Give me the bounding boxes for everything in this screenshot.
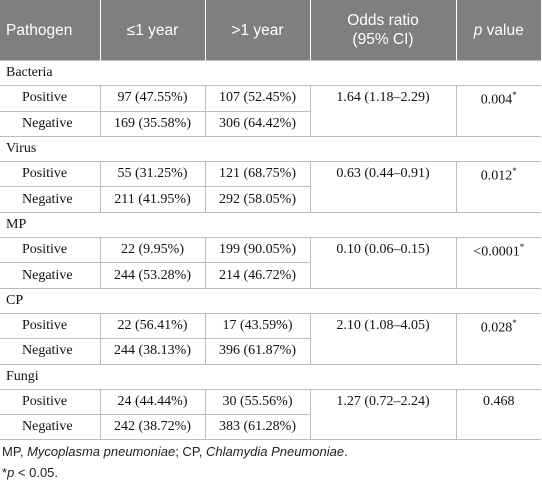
- row-label: Positive: [0, 85, 101, 112]
- odds-ratio: 0.10 (0.06–0.15): [309, 237, 457, 289]
- group-name: CP: [0, 287, 541, 314]
- cell: 211 (41.95%): [99, 186, 206, 213]
- odds-ratio: 1.64 (1.18–2.29): [309, 85, 457, 137]
- p-value-cell: 0.012*: [455, 161, 541, 213]
- p-value: 0.012: [480, 168, 513, 184]
- row-label: Positive: [0, 388, 101, 416]
- cell: 396 (61.87%): [204, 338, 311, 365]
- cell: 55 (31.25%): [99, 161, 206, 188]
- odds-ratio: 1.27 (0.72–2.24): [309, 388, 457, 441]
- row-label: Negative: [0, 110, 101, 137]
- p-value-cell: <0.0001*: [455, 237, 541, 289]
- group-row: MP: [0, 211, 541, 239]
- data-row: Positive 97 (47.55%) 107 (52.45%) 1.64 (1.1…: [0, 85, 541, 137]
- row-label: Positive: [0, 237, 101, 264]
- cell: 244 (53.28%): [99, 262, 206, 289]
- table-header: Pathogen ≤1 year >1 year Odds ratio (95% …: [0, 0, 541, 61]
- footnote: MP, Mycoplasma pneumoniae; CP, Chlamydia…: [2, 444, 348, 459]
- group-name: Virus: [0, 135, 541, 163]
- p-value-cell: 0.004*: [455, 85, 541, 137]
- footnote-italic: Chlamydia Pneumoniae: [206, 444, 345, 459]
- odds-ratio: 2.10 (1.08–4.05): [309, 312, 457, 365]
- row-label: Positive: [0, 312, 101, 340]
- cell: 22 (56.41%): [99, 312, 206, 340]
- data-row: Positive 22 (9.95%) 199 (90.05%) 0.10 (0.06…: [0, 237, 541, 289]
- p-value: <0.0001: [473, 244, 520, 260]
- footnote-italic: p: [7, 465, 15, 480]
- group-row: Virus: [0, 135, 541, 163]
- p-mark: *: [512, 166, 517, 177]
- footnote-text: MP,: [2, 444, 28, 459]
- header-cell: p value: [455, 0, 541, 61]
- cell: 292 (58.05%): [204, 186, 311, 213]
- group-name: MP: [0, 211, 541, 239]
- header-cell: Pathogen: [0, 0, 100, 61]
- p-mark: *: [519, 242, 525, 253]
- p-mark: *: [512, 90, 517, 101]
- footnote-text: .: [344, 444, 348, 459]
- header-row: Pathogen ≤1 year >1 year Odds ratio (95% …: [0, 0, 541, 61]
- footnote: *p < 0.05.: [2, 465, 58, 480]
- row-label: Negative: [0, 262, 101, 289]
- group-row: Fungi: [0, 363, 541, 390]
- header-cell: >1 year: [204, 0, 310, 61]
- cell: 22 (9.95%): [99, 237, 206, 264]
- data-row: Positive 22 (56.41%) 17 (43.59%) 2.10 (1.08…: [0, 312, 541, 365]
- header-line: Odds ratio: [347, 12, 419, 29]
- p-value-cell: 0.028*: [455, 312, 541, 365]
- header-cell: ≤1 year: [99, 0, 205, 61]
- header-text: value: [482, 21, 524, 39]
- p-mark: *: [512, 317, 517, 328]
- group-row: Bacteria: [0, 59, 541, 87]
- cell: 242 (38.72%): [99, 414, 206, 441]
- row-label: Negative: [0, 414, 101, 441]
- cell: 97 (47.55%): [99, 85, 206, 112]
- cell: 24 (44.44%): [99, 388, 206, 416]
- cell: 199 (90.05%): [204, 237, 311, 264]
- data-row: Positive 24 (44.44%) 30 (55.56%) 1.27 (0.72…: [0, 388, 541, 441]
- odds-ratio: 0.63 (0.44–0.91): [309, 161, 457, 213]
- cell: 244 (38.13%): [99, 338, 206, 365]
- cell: 214 (46.72%): [204, 262, 311, 289]
- header-line: (95% CI): [352, 31, 414, 48]
- p-value: 0.028: [480, 320, 513, 336]
- group-name: Bacteria: [0, 59, 541, 87]
- footnote-text: *: [2, 465, 8, 480]
- cell: 17 (43.59%): [204, 312, 311, 340]
- p-value: 0.004: [480, 92, 513, 108]
- cell: 107 (52.45%): [204, 85, 311, 112]
- data-table: Pathogen ≤1 year >1 year Odds ratio (95% …: [0, 0, 541, 441]
- row-label: Positive: [0, 161, 101, 188]
- data-row: Negative 211 (41.95%) 292 (58.05%): [0, 186, 541, 213]
- row-label: Negative: [0, 338, 101, 365]
- header-cell: Odds ratio (95% CI): [309, 0, 456, 61]
- data-row: Negative 244 (53.28%) 214 (46.72%): [0, 262, 541, 289]
- cell: 306 (64.42%): [204, 110, 311, 137]
- data-row: Positive 55 (31.25%) 121 (68.75%) 0.63 (0.4…: [0, 161, 541, 213]
- data-row: Negative 244 (38.13%) 396 (61.87%): [0, 338, 541, 365]
- table-body: Bacteria Positive 97 (47.55%) 107 (52.45%) 1…: [0, 59, 541, 441]
- cell: 121 (68.75%): [204, 161, 311, 188]
- header-italic: p: [473, 21, 483, 39]
- footnote-italic: Mycoplasma pneumoniae: [27, 444, 176, 459]
- group-row: CP: [0, 287, 541, 314]
- cell: 383 (61.28%): [204, 414, 311, 441]
- p-value: 0.468: [483, 393, 515, 409]
- footnote-text: ; CP,: [175, 444, 207, 459]
- cell: 169 (35.58%): [99, 110, 206, 137]
- data-row: Negative 169 (35.58%) 306 (64.42%): [0, 110, 541, 137]
- cell: 30 (55.56%): [204, 388, 311, 416]
- group-name: Fungi: [0, 363, 541, 390]
- row-label: Negative: [0, 186, 101, 213]
- data-row: Negative 242 (38.72%) 383 (61.28%): [0, 414, 541, 441]
- p-value-cell: 0.468: [455, 388, 541, 441]
- footnote-text: < 0.05.: [14, 465, 59, 480]
